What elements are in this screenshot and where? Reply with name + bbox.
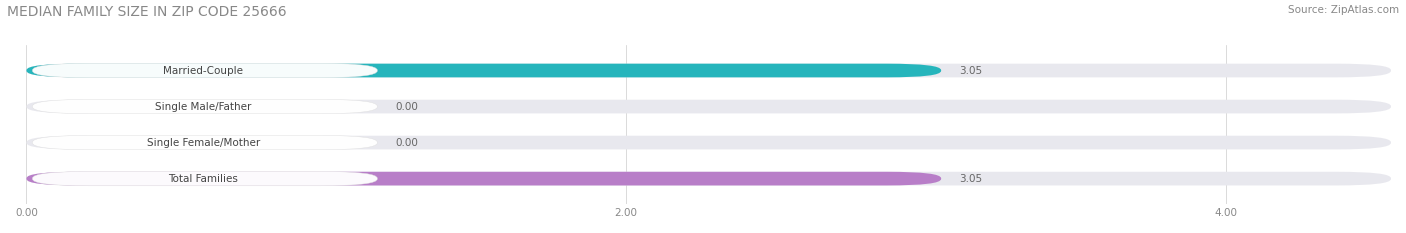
FancyBboxPatch shape — [27, 64, 1391, 77]
FancyBboxPatch shape — [27, 100, 1391, 113]
Text: 3.05: 3.05 — [959, 174, 983, 184]
Text: Married-Couple: Married-Couple — [163, 65, 243, 75]
Text: MEDIAN FAMILY SIZE IN ZIP CODE 25666: MEDIAN FAMILY SIZE IN ZIP CODE 25666 — [7, 5, 287, 19]
FancyBboxPatch shape — [27, 172, 1391, 185]
FancyBboxPatch shape — [27, 136, 1391, 149]
FancyBboxPatch shape — [32, 63, 377, 78]
Text: 0.00: 0.00 — [395, 102, 418, 112]
FancyBboxPatch shape — [32, 171, 377, 186]
Text: Total Families: Total Families — [169, 174, 239, 184]
FancyBboxPatch shape — [32, 135, 377, 150]
FancyBboxPatch shape — [27, 64, 941, 77]
FancyBboxPatch shape — [27, 172, 941, 185]
Text: 0.00: 0.00 — [395, 137, 418, 147]
Text: Single Female/Mother: Single Female/Mother — [146, 137, 260, 147]
Text: 3.05: 3.05 — [959, 65, 983, 75]
FancyBboxPatch shape — [32, 99, 377, 114]
Text: Source: ZipAtlas.com: Source: ZipAtlas.com — [1288, 5, 1399, 15]
Text: Single Male/Father: Single Male/Father — [155, 102, 252, 112]
